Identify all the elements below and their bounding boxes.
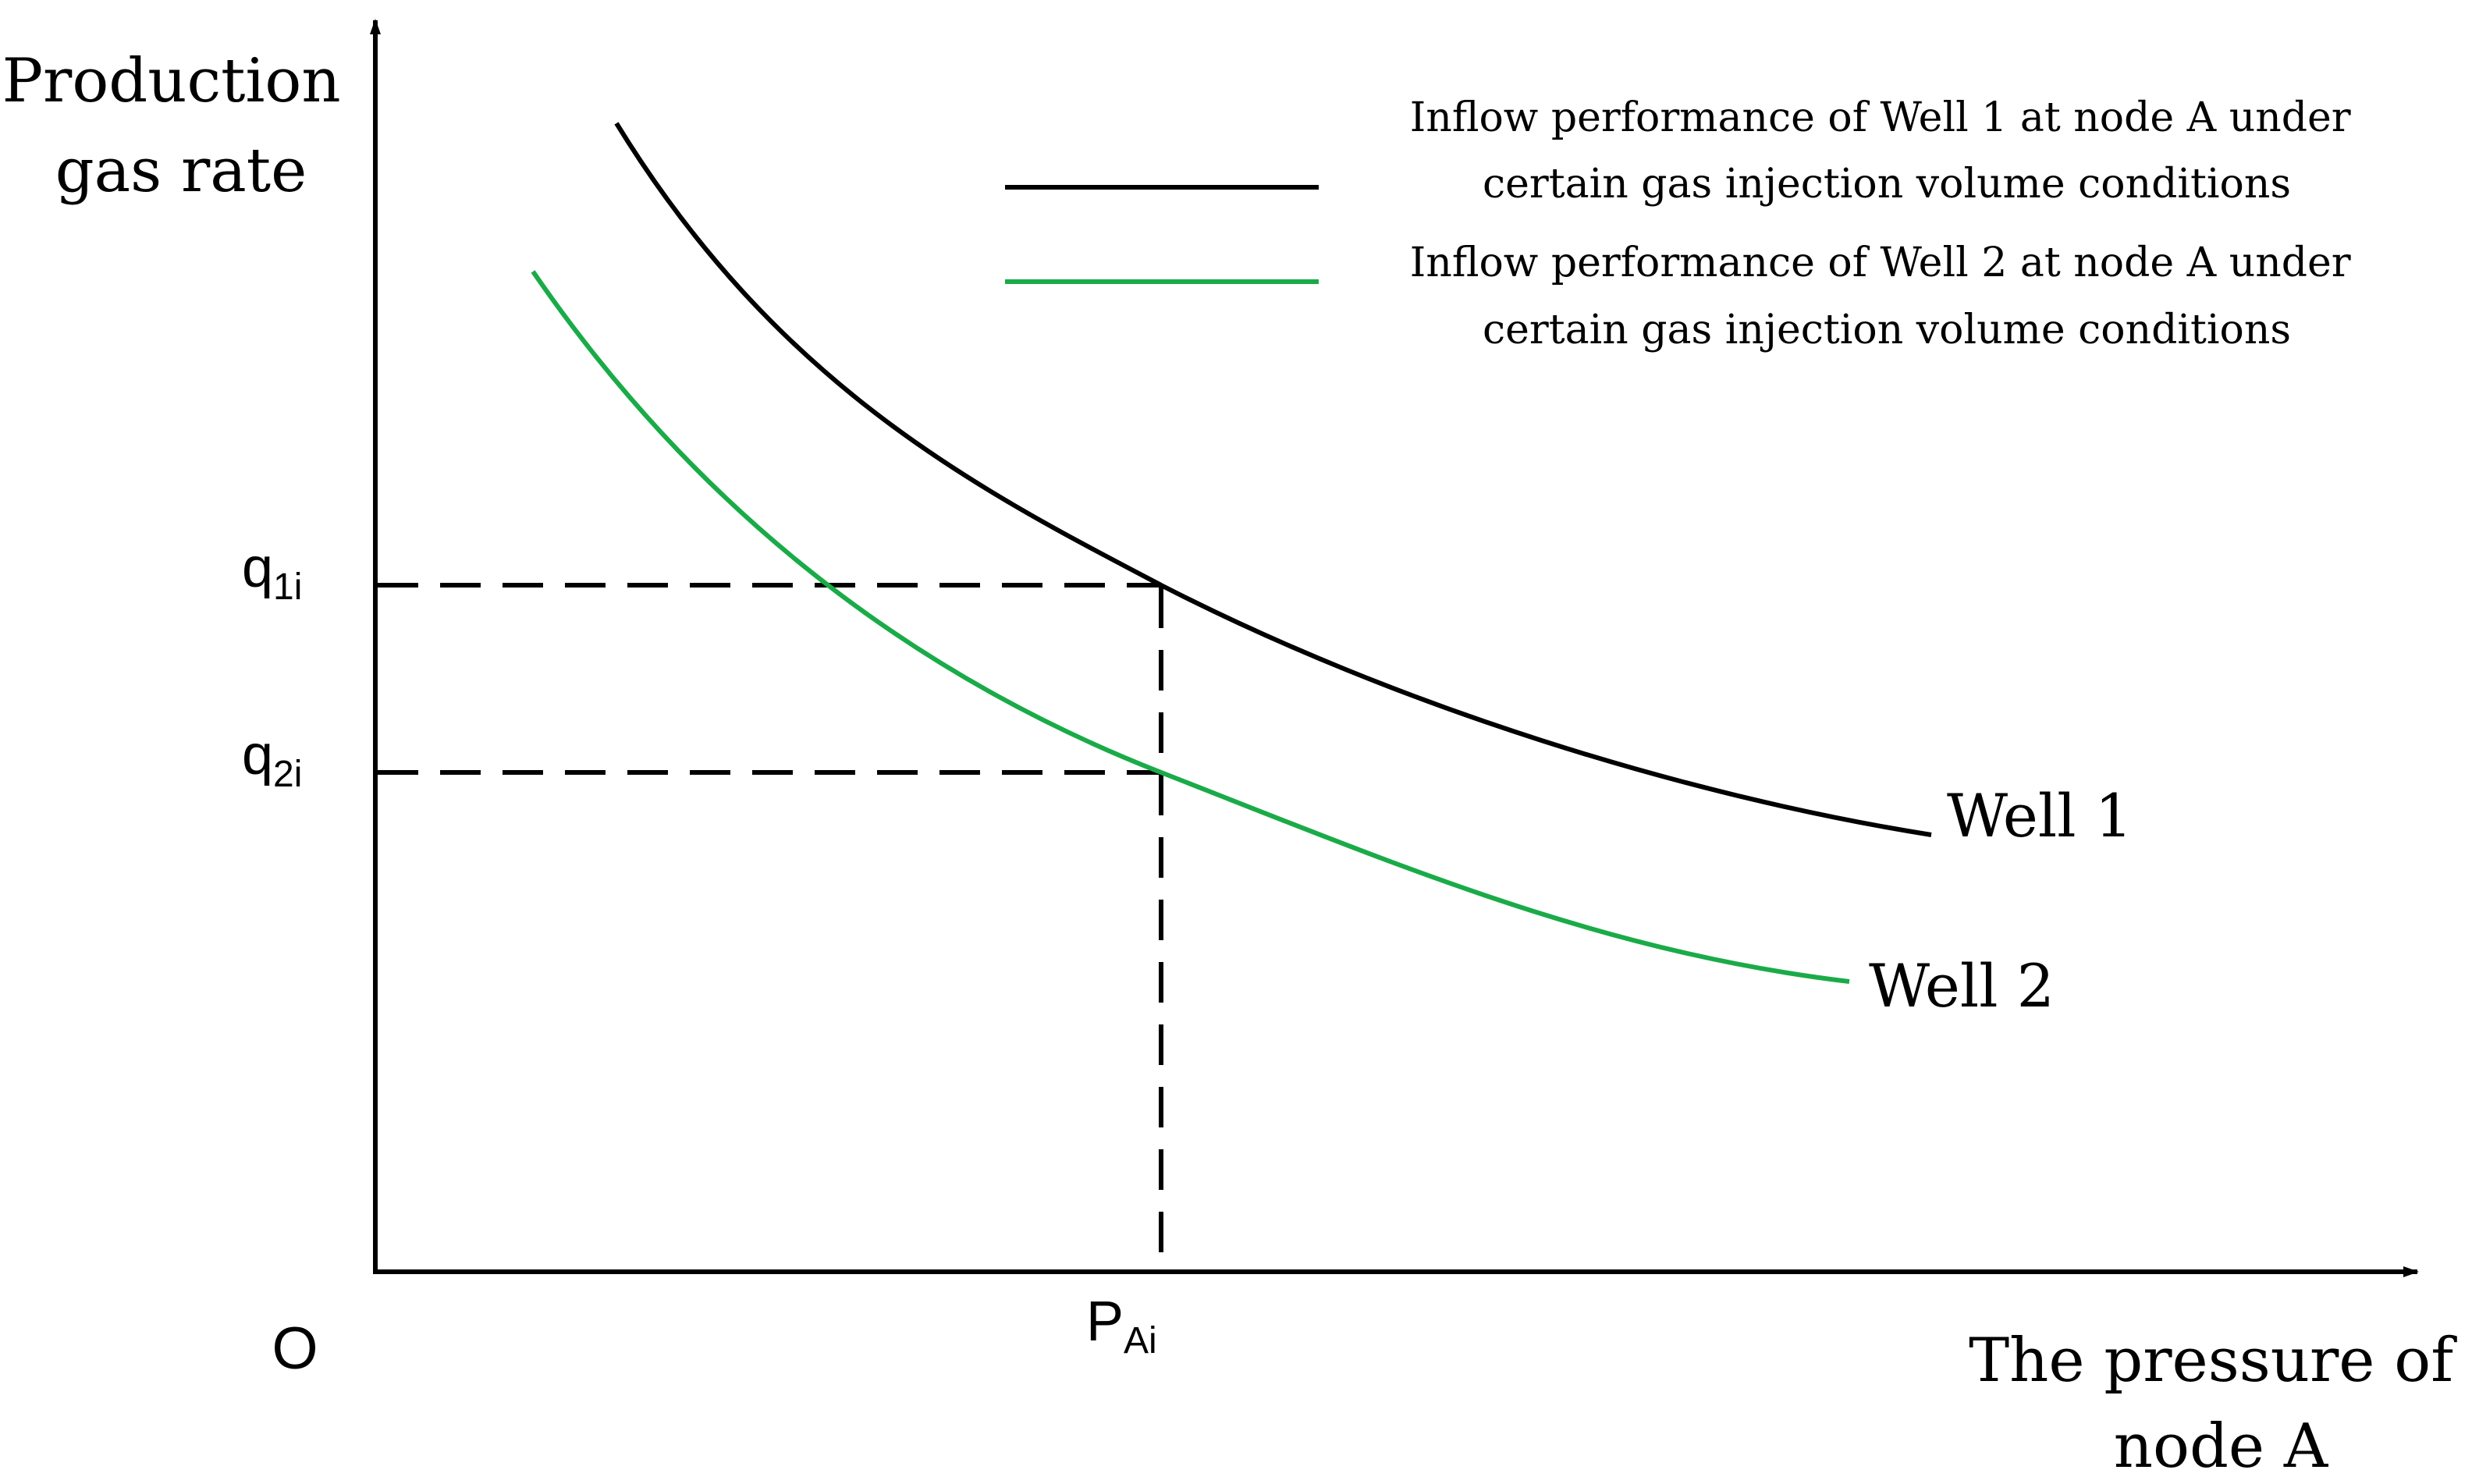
x-axis-label-line-2: node A xyxy=(2114,1411,2329,1482)
pai-tick-base: P xyxy=(1086,1291,1124,1353)
q2i-tick-subscript: 2i xyxy=(273,754,302,795)
origin-label: O xyxy=(272,1315,318,1382)
legend: Inflow performance of Well 1 at node A u… xyxy=(1005,94,2364,353)
well-1-curve-label: Well 1 xyxy=(1947,781,2133,850)
legend-entry-well-2-line-2: certain gas injection volume conditions xyxy=(1483,307,2291,353)
well-2-curve-label: Well 2 xyxy=(1869,951,2055,1021)
pai-tick-label: PAi xyxy=(1086,1291,1157,1362)
y-axis-label-line-1: Production xyxy=(2,46,341,116)
x-axis-label: The pressure of node A xyxy=(1969,1326,2472,1482)
y-axis-label: Production gas rate xyxy=(2,46,360,206)
q1i-tick-label: q1i xyxy=(242,537,302,608)
q1i-tick-base: q xyxy=(242,537,273,599)
legend-entry-well-1-line-2: certain gas injection volume conditions xyxy=(1483,161,2291,208)
q2i-tick-label: q2i xyxy=(242,724,302,795)
q2i-tick-base: q xyxy=(242,724,273,786)
y-axis-label-line-2: gas rate xyxy=(55,136,307,206)
legend-entry-well-1: Inflow performance of Well 1 at node A u… xyxy=(1410,94,2364,208)
legend-entry-well-2: Inflow performance of Well 2 at node A u… xyxy=(1410,240,2364,353)
q1i-tick-subscript: 1i xyxy=(273,566,302,608)
pai-tick-subscript: Ai xyxy=(1124,1320,1157,1362)
legend-entry-well-1-line-1: Inflow performance of Well 1 at node A u… xyxy=(1410,94,2351,141)
well-1-curve xyxy=(614,122,1932,837)
well-2-curve xyxy=(531,270,1850,984)
legend-entry-well-2-line-1: Inflow performance of Well 2 at node A u… xyxy=(1410,240,2351,286)
x-axis-label-line-1: The pressure of xyxy=(1969,1326,2457,1396)
